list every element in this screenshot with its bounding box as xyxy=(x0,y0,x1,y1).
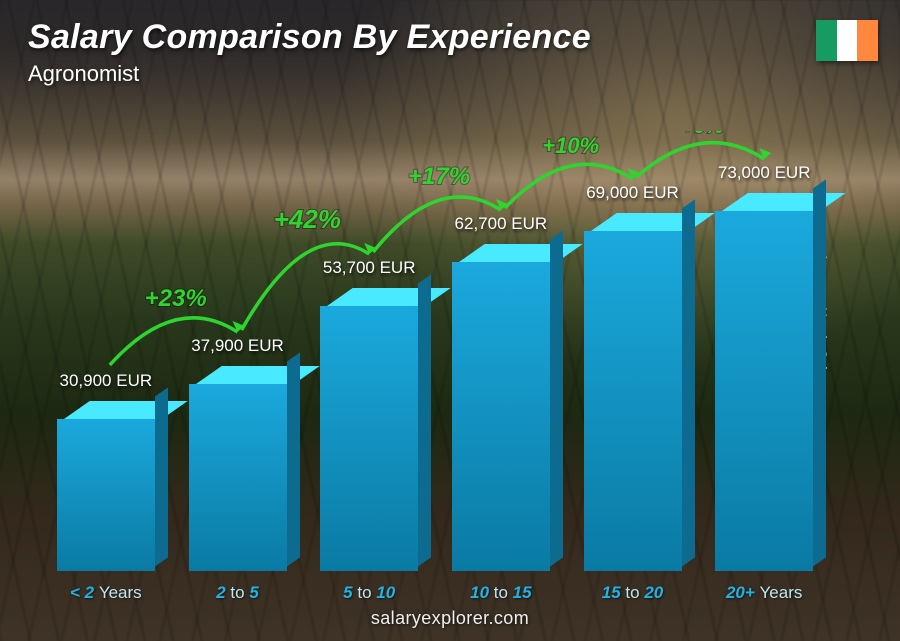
x-axis-label: 2 to 5 xyxy=(216,583,259,603)
bar-column: 30,900 EUR< 2 Years xyxy=(40,371,172,571)
salary-bar-chart: 30,900 EUR< 2 Years37,900 EUR2 to 553,70… xyxy=(40,131,830,571)
bar xyxy=(57,401,155,571)
bar-column: 73,000 EUR20+ Years xyxy=(698,163,830,571)
bar-column: 37,900 EUR2 to 5 xyxy=(172,336,304,571)
bar xyxy=(584,213,682,571)
increase-percent-label: +10% xyxy=(542,133,599,158)
increase-percent-label: +23% xyxy=(145,285,207,312)
bar-column: 53,700 EUR5 to 10 xyxy=(303,258,435,571)
x-axis-label: 20+ Years xyxy=(726,583,802,603)
bar-column: 62,700 EUR10 to 15 xyxy=(435,214,567,571)
bar-value-label: 37,900 EUR xyxy=(191,336,284,356)
bar xyxy=(452,244,550,571)
x-axis-label: 15 to 20 xyxy=(602,583,663,603)
country-flag-ireland xyxy=(816,20,878,61)
increase-percent-label: +6% xyxy=(681,131,724,138)
bar-value-label: 53,700 EUR xyxy=(323,258,416,278)
increase-percent-label: +42% xyxy=(274,204,341,234)
x-axis-label: 10 to 15 xyxy=(470,583,531,603)
bar xyxy=(715,193,813,571)
page-title: Salary Comparison By Experience xyxy=(28,18,591,57)
bar-value-label: 62,700 EUR xyxy=(455,214,548,234)
bar xyxy=(189,366,287,571)
bar-value-label: 30,900 EUR xyxy=(60,371,153,391)
increase-percent-label: +17% xyxy=(408,163,470,190)
footer-attribution: salaryexplorer.com xyxy=(0,608,900,629)
header: Salary Comparison By Experience Agronomi… xyxy=(28,18,591,87)
bar xyxy=(320,288,418,571)
x-axis-label: < 2 Years xyxy=(70,583,142,603)
bar-value-label: 69,000 EUR xyxy=(586,183,679,203)
bar-column: 69,000 EUR15 to 20 xyxy=(567,183,699,571)
bar-value-label: 73,000 EUR xyxy=(718,163,811,183)
x-axis-label: 5 to 10 xyxy=(343,583,395,603)
page-subtitle: Agronomist xyxy=(28,61,591,87)
